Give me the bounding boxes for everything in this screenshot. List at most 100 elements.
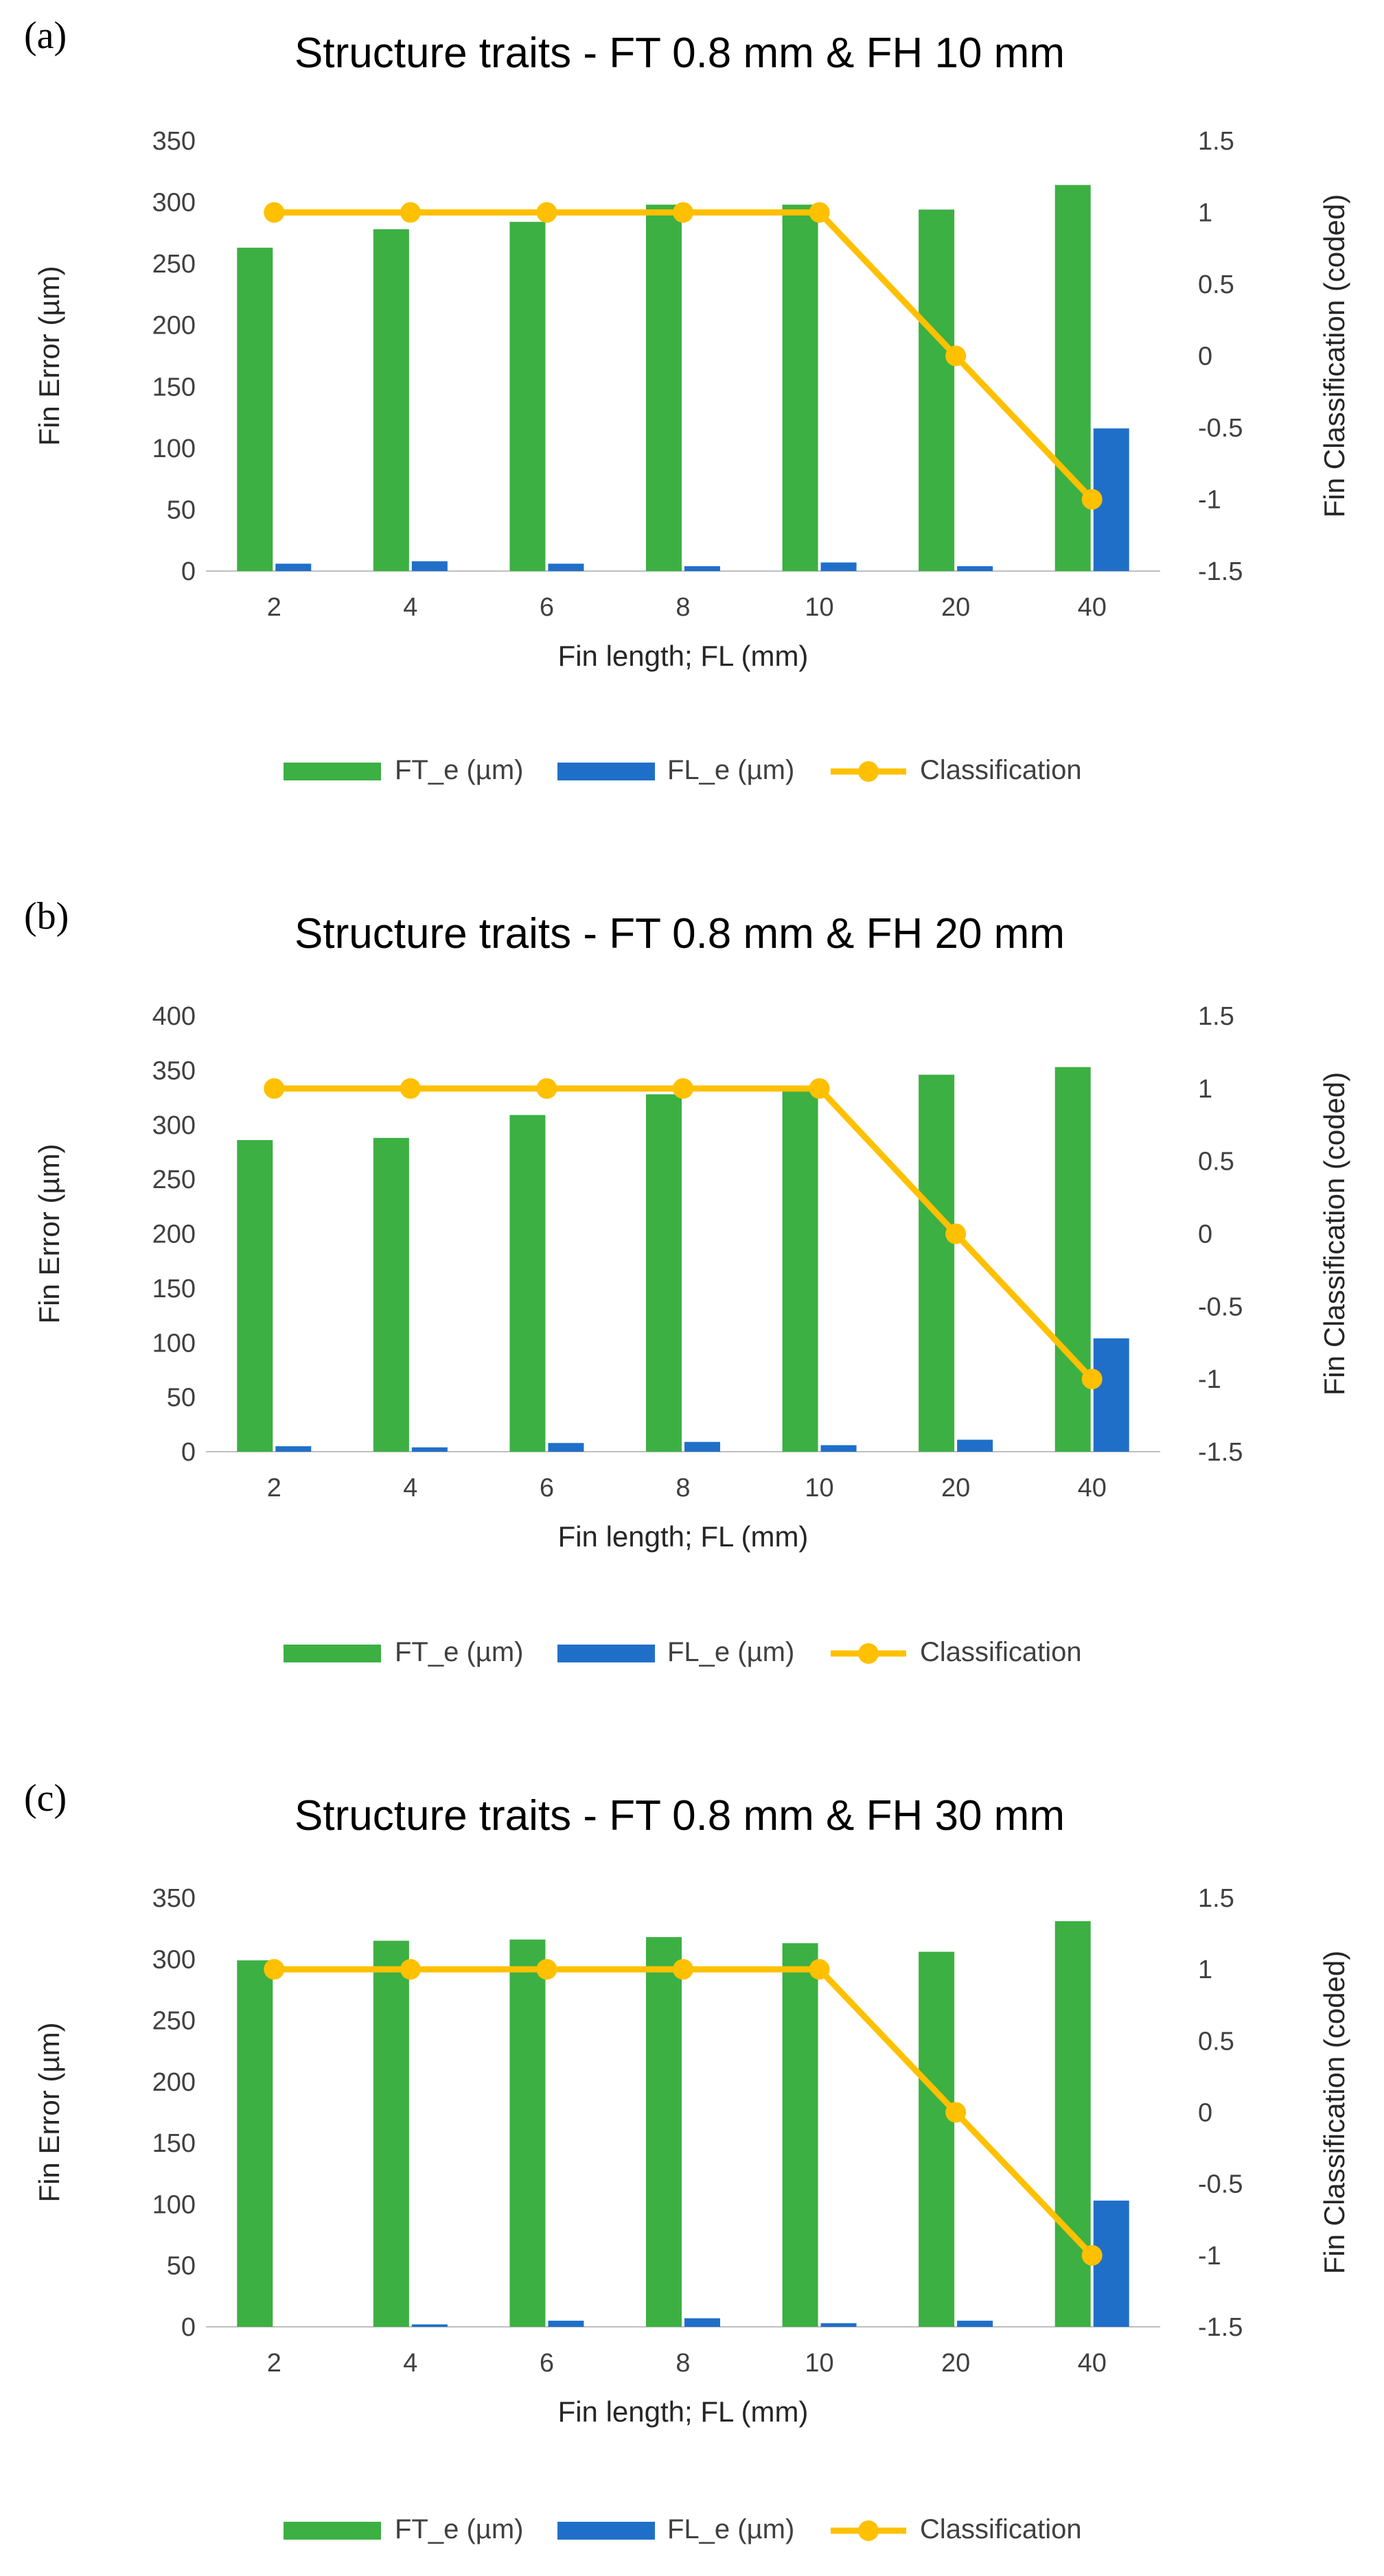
legend-swatch-fl_e — [557, 2522, 655, 2540]
classification-point — [673, 202, 693, 223]
y-tick-label: 150 — [152, 2129, 196, 2158]
classification-point — [264, 1959, 285, 1980]
y2-axis-title: Fin Classification (coded) — [1318, 194, 1350, 518]
y-axis-title: Fin Error (µm) — [33, 2022, 65, 2202]
bar-ft_e — [237, 1139, 273, 1452]
x-tick-label: 6 — [540, 2349, 554, 2378]
y2-tick-label: -1 — [1198, 486, 1221, 515]
y-tick-label: 350 — [152, 127, 196, 156]
legend-label-ft_e: FT_e (µm) — [395, 2514, 523, 2544]
y2-tick-label: 0.5 — [1198, 270, 1234, 299]
bar-fl_e — [957, 1439, 993, 1452]
y-tick-label: 0 — [181, 2313, 196, 2342]
y2-tick-label: -0.5 — [1198, 414, 1243, 443]
x-tick-label: 4 — [403, 2349, 417, 2378]
classification-point — [945, 2102, 967, 2123]
legend-swatch-fl_e — [557, 763, 655, 780]
bar-fl_e — [820, 1445, 857, 1452]
y2-tick-label: 1.5 — [1198, 1884, 1234, 1913]
bar-fl_e — [1093, 2201, 1129, 2327]
classification-point — [536, 1959, 557, 1980]
bar-ft_e — [373, 1940, 409, 2327]
bar-ft_e — [1054, 1067, 1091, 1452]
classification-point — [264, 1078, 285, 1099]
x-axis-title: Fin length; FL (mm) — [558, 2395, 809, 2428]
y2-tick-label: 1.5 — [1198, 1002, 1234, 1031]
classification-point — [809, 1078, 830, 1099]
x-tick-label: 10 — [805, 1474, 833, 1502]
legend-swatch-fl_e — [557, 1645, 655, 1662]
x-tick-label: 40 — [1078, 2349, 1107, 2378]
bar-fl_e — [548, 564, 584, 571]
panel-label: (c) — [24, 1777, 67, 1820]
x-axis-title: Fin length; FL (mm) — [558, 640, 809, 672]
y2-tick-label: 0 — [1198, 343, 1212, 371]
y2-tick-label: -1 — [1198, 1365, 1221, 1394]
bar-ft_e — [1054, 185, 1091, 571]
y2-tick-label: 1 — [1198, 1075, 1212, 1104]
y2-tick-label: 0.5 — [1198, 1148, 1234, 1176]
x-tick-label: 2 — [267, 2349, 281, 2378]
bar-ft_e — [919, 1951, 955, 2327]
chart-panel-2: (b) Structure traits - FT 0.8 mm & FH 20 … — [24, 895, 1350, 1667]
legend-label-fl_e: FL_e (µm) — [667, 2514, 794, 2544]
classification-point — [809, 202, 830, 223]
bar-fl_e — [548, 2321, 584, 2327]
y-tick-label: 200 — [152, 2068, 196, 2097]
legend-label-ft_e: FT_e (µm) — [395, 755, 523, 785]
y-tick-label: 50 — [167, 2252, 196, 2281]
chart-title: Structure traits - FT 0.8 mm & FH 10 mm — [295, 30, 1065, 77]
chart-panel-1: (a) Structure traits - FT 0.8 mm & FH 10 … — [24, 14, 1350, 785]
legend-label-classification: Classification — [920, 2514, 1082, 2544]
bar-ft_e — [646, 1094, 682, 1452]
y2-tick-label: -1 — [1198, 2242, 1221, 2271]
y2-tick-label: -1.5 — [1198, 2313, 1243, 2342]
x-tick-label: 4 — [403, 1474, 417, 1502]
bar-ft_e — [646, 205, 682, 571]
y2-axis-title: Fin Classification (coded) — [1318, 1951, 1350, 2275]
x-tick-label: 6 — [540, 593, 554, 622]
x-tick-label: 2 — [267, 1474, 281, 1502]
y2-tick-label: 0 — [1198, 2099, 1212, 2128]
bar-ft_e — [782, 205, 818, 571]
classification-point — [673, 1078, 693, 1099]
x-tick-label: 20 — [941, 1474, 970, 1502]
bar-fl_e — [957, 2321, 993, 2327]
y2-tick-label: -0.5 — [1198, 2170, 1243, 2199]
bar-fl_e — [957, 566, 993, 571]
classification-point — [536, 202, 557, 223]
bar-fl_e — [820, 2323, 857, 2327]
classification-point — [1081, 489, 1103, 510]
legend-marker-classification — [858, 761, 879, 782]
legend-label-fl_e: FL_e (µm) — [667, 1637, 794, 1667]
bar-ft_e — [373, 1137, 409, 1452]
x-tick-label: 8 — [676, 1474, 690, 1502]
y-tick-label: 200 — [152, 1220, 196, 1249]
bar-ft_e — [373, 229, 409, 571]
x-tick-label: 20 — [941, 593, 970, 622]
classification-point — [400, 1078, 421, 1099]
y-tick-label: 100 — [152, 434, 196, 463]
bar-fl_e — [411, 561, 448, 571]
classification-point — [945, 1223, 967, 1244]
y-tick-label: 300 — [152, 1945, 196, 1974]
y-tick-label: 250 — [152, 2007, 196, 2036]
bar-ft_e — [919, 1074, 955, 1452]
x-tick-label: 40 — [1078, 1474, 1107, 1502]
y2-tick-label: 1 — [1198, 199, 1212, 228]
classification-point — [1081, 2244, 1103, 2266]
legend-marker-classification — [858, 1643, 879, 1664]
classification-point — [400, 202, 421, 223]
x-tick-label: 4 — [403, 593, 417, 622]
x-tick-label: 8 — [676, 593, 690, 622]
classification-point — [809, 1959, 830, 1980]
y-tick-label: 100 — [152, 2190, 196, 2219]
y2-axis-title: Fin Classification (coded) — [1318, 1072, 1350, 1396]
bar-fl_e — [411, 2324, 448, 2327]
y2-tick-label: -1.5 — [1198, 1438, 1243, 1467]
bar-ft_e — [509, 1115, 546, 1452]
x-tick-label: 10 — [805, 593, 833, 622]
x-tick-label: 20 — [941, 2349, 970, 2378]
y2-tick-label: 0 — [1198, 1220, 1212, 1249]
x-tick-label: 40 — [1078, 593, 1107, 622]
